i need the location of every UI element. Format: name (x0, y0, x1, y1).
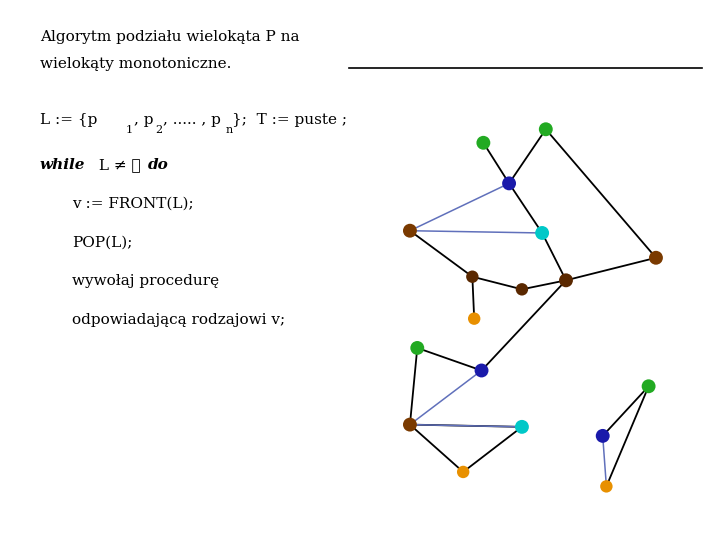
Text: 2: 2 (156, 125, 163, 136)
Text: wielokąty monotoniczne.: wielokąty monotoniczne. (40, 57, 231, 71)
Text: L ≠ ∅: L ≠ ∅ (94, 158, 145, 172)
Text: n: n (225, 125, 233, 136)
Text: odpowiadającą rodzajowi v;: odpowiadającą rodzajowi v; (72, 313, 285, 327)
Point (536, 228, 548, 237)
Point (503, 179, 515, 188)
Point (560, 276, 572, 285)
Point (476, 366, 487, 375)
Text: , ..... , p: , ..... , p (163, 113, 220, 127)
Point (516, 285, 528, 294)
Text: POP(L);: POP(L); (72, 235, 132, 249)
Text: v := FRONT(L);: v := FRONT(L); (72, 197, 194, 211)
Text: 1: 1 (126, 125, 133, 136)
Point (516, 422, 528, 431)
Point (597, 431, 608, 440)
Text: do: do (148, 158, 168, 172)
Point (600, 482, 612, 491)
Text: };  T := puste ;: }; T := puste ; (232, 113, 347, 127)
Point (643, 382, 654, 390)
Point (404, 420, 415, 429)
Point (650, 253, 662, 262)
Text: wywołaj procedurę: wywołaj procedurę (72, 274, 219, 288)
Point (412, 343, 423, 352)
Text: L := {p: L := {p (40, 113, 97, 127)
Point (540, 125, 552, 133)
Text: while: while (40, 158, 85, 172)
Point (404, 226, 415, 235)
Point (457, 468, 469, 476)
Point (477, 138, 489, 147)
Text: Algorytm podziału wielokąta P na: Algorytm podziału wielokąta P na (40, 30, 299, 44)
Text: , p: , p (134, 113, 153, 127)
Point (467, 272, 478, 281)
Point (469, 314, 480, 323)
